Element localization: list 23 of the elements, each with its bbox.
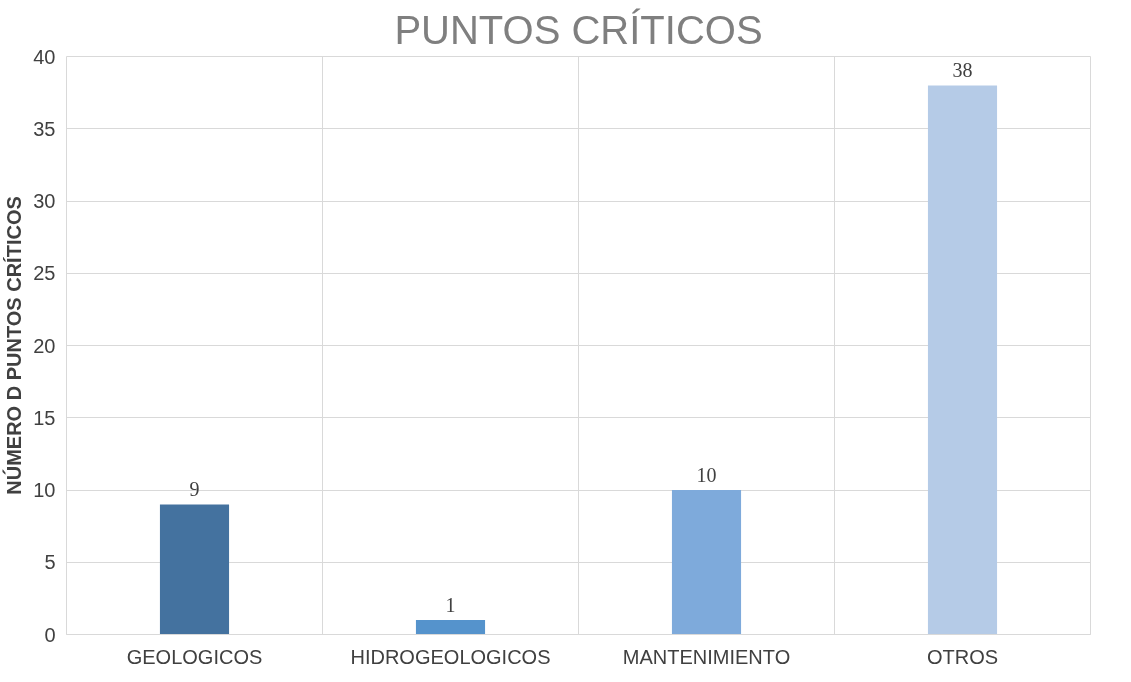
data-label: 10 [696, 464, 717, 486]
data-label: 9 [189, 478, 200, 501]
data-label: 38 [952, 59, 973, 82]
y-tick-label: 5 [44, 551, 56, 574]
x-tick-label: HIDROGEOLOGICOS [350, 645, 551, 668]
bar [415, 620, 486, 635]
y-tick-label: 10 [33, 479, 56, 501]
chart-title: PUNTOS CRÍTICOS [394, 7, 763, 52]
y-tick-label: 35 [33, 117, 56, 140]
y-tick-label: 0 [44, 623, 56, 646]
y-tick-label: 40 [33, 45, 56, 68]
x-tick-label: OTROS [926, 645, 999, 668]
y-axis-title: NÚMERO D PUNTOS CRÍTICOS [2, 196, 26, 495]
y-tick-label: 15 [33, 406, 56, 429]
x-tick-label: MANTENIMIENTO [622, 645, 791, 668]
bar [159, 504, 230, 635]
bar [927, 85, 998, 635]
x-tick-label: GEOLOGICOS [126, 645, 263, 668]
bar [671, 490, 742, 635]
y-tick-label: 25 [33, 262, 56, 285]
data-label: 1 [445, 594, 456, 617]
y-tick-label: 30 [33, 190, 56, 212]
y-tick-label: 20 [33, 334, 56, 357]
